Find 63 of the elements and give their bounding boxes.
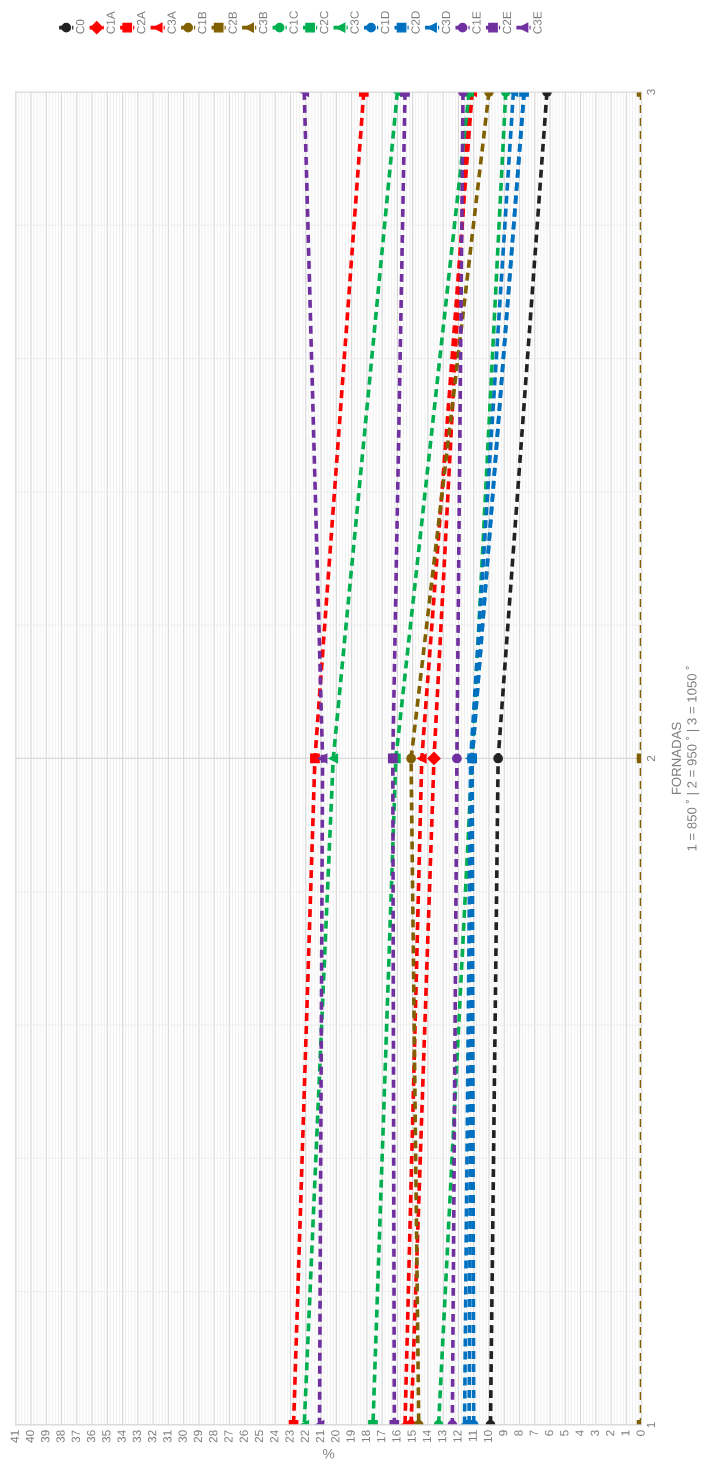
x-tick-label: 32: [147, 1430, 157, 1443]
legend-label: C1B: [197, 11, 207, 34]
x-tick-label: 26: [239, 1430, 248, 1443]
x-tick-label: 27: [224, 1430, 233, 1443]
x-tick-label: 4: [575, 1430, 584, 1437]
legend-label: C1D: [380, 11, 390, 34]
x-tick-label: 8: [514, 1430, 523, 1436]
x-tick-label: 37: [71, 1430, 80, 1443]
x-tick-label: 17: [377, 1430, 386, 1443]
x-tick-label: 11: [468, 1430, 477, 1442]
y-axis-title: FORNADAS 1 = 850 ˚ | 2 = 950 ˚ | 3 = 1050 ˚: [671, 666, 700, 851]
x-tick-label: 20: [331, 1430, 340, 1443]
legend-label: C2D: [411, 11, 420, 34]
legend-label: C1C: [289, 11, 298, 34]
x-tick-label: 10: [483, 1430, 493, 1443]
x-tick-label: 13: [437, 1430, 447, 1443]
legend-label: C3D: [441, 11, 451, 34]
x-tick-label: 36: [86, 1430, 96, 1443]
legend-label: C2C: [319, 11, 329, 34]
x-tick-label: 39: [41, 1430, 50, 1443]
x-tick-label: 1: [621, 1430, 630, 1436]
x-tick-label: 22: [300, 1430, 309, 1443]
x-tick-label: 40: [25, 1430, 35, 1443]
x-tick-label: 38: [56, 1430, 65, 1443]
x-tick-label: 29: [193, 1430, 203, 1443]
x-tick-label: 15: [407, 1430, 416, 1443]
x-tick-label: 16: [392, 1430, 401, 1443]
x-tick-label: 33: [132, 1430, 142, 1443]
x-tick-label: 35: [102, 1430, 111, 1443]
x-tick-label: 7: [529, 1430, 538, 1436]
x-tick-label: 6: [544, 1430, 554, 1436]
x-tick-label: 5: [560, 1430, 569, 1436]
legend-label: C3E: [533, 11, 542, 34]
y-tick-label: 3: [646, 89, 656, 95]
legend-label: C1E: [472, 11, 481, 34]
legend-label: C2B: [228, 11, 237, 34]
legend-label: C3A: [167, 11, 176, 34]
legend-label: C3C: [350, 11, 359, 34]
x-tick-label: 25: [254, 1430, 264, 1443]
x-tick-label: 41: [10, 1430, 19, 1443]
x-tick-label: 19: [346, 1430, 355, 1443]
x-tick-label: 23: [285, 1430, 294, 1443]
x-tick-label: 12: [453, 1430, 462, 1443]
x-tick-label: 18: [361, 1430, 371, 1443]
x-tick-label: 24: [270, 1430, 279, 1443]
legend-label: C2A: [136, 11, 146, 34]
x-tick-label: 31: [163, 1430, 172, 1443]
x-tick-label: 3: [590, 1430, 599, 1436]
x-tick-label: 14: [422, 1430, 431, 1443]
legend-label: C2E: [502, 11, 512, 34]
x-tick-label: 9: [499, 1430, 508, 1436]
x-tick-label: 28: [208, 1430, 218, 1443]
x-tick-label: 21: [315, 1430, 325, 1443]
legend-label: C0: [76, 19, 85, 34]
x-tick-label: 34: [117, 1430, 126, 1443]
x-axis-title: %: [323, 1448, 335, 1459]
y-tick-label: 1: [646, 1422, 656, 1428]
x-tick-label: 30: [178, 1430, 187, 1443]
x-tick-label: 2: [605, 1430, 615, 1436]
legend-label: C3B: [258, 11, 268, 34]
legend-label: C1A: [106, 11, 115, 34]
y-tick-label: 2: [646, 755, 656, 762]
x-tick-label: 0: [636, 1430, 645, 1436]
